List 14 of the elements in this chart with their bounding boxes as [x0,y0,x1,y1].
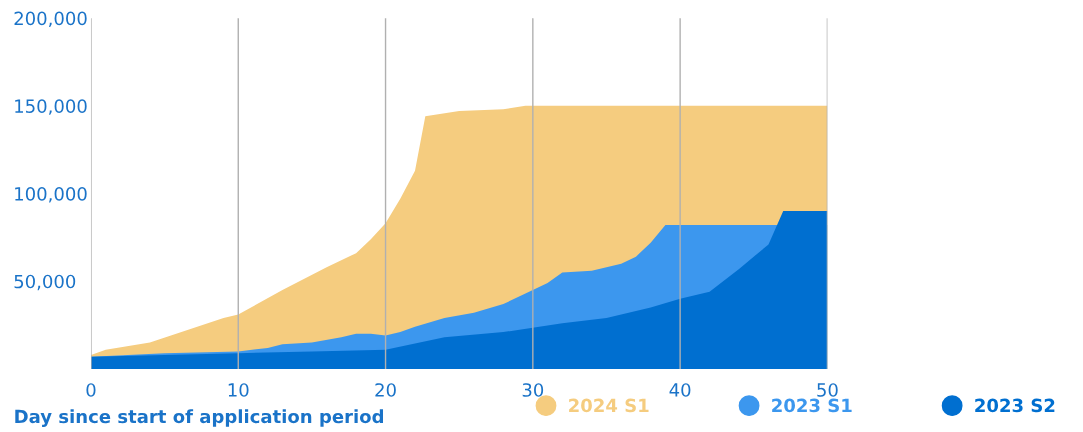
x-tick-label: 20 [375,383,396,397]
y-tick-label: 150,000 [15,99,87,115]
x-tick-label: 40 [669,383,691,397]
x-tick-label: 50 [817,383,838,397]
legend-label: 2023 S1 [772,398,852,413]
x-axis-title: Day since start of application period [15,409,383,427]
x-tick-label: 30 [522,383,544,397]
legend-label: 2023 S2 [975,398,1055,413]
y-tick-label: 50,000 [14,274,76,291]
legend-label: 2024 S1 [569,398,649,413]
x-tick-label: 0 [86,383,96,397]
y-tick-label: 100,000 [15,187,87,203]
x-tick-label: 10 [228,383,249,397]
y-tick-label: 200,000 [14,11,87,28]
